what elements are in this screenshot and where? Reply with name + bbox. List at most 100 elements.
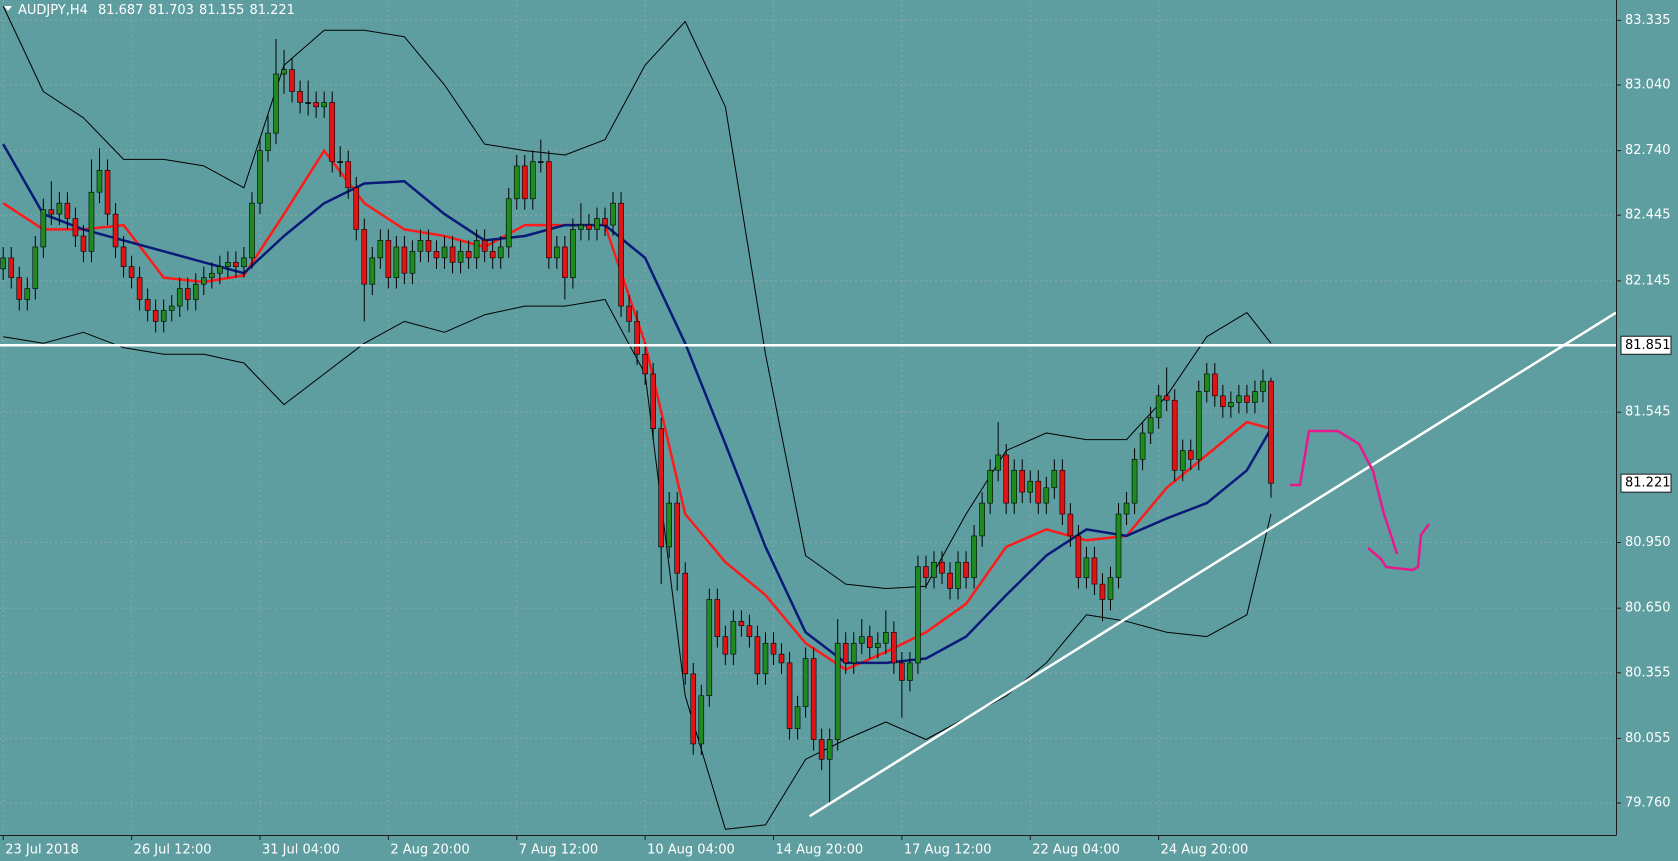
candle-body <box>706 599 713 697</box>
last-price-label: 81.221 <box>1625 476 1671 491</box>
candle-body <box>329 102 335 162</box>
last-close: 81.221 <box>249 3 295 18</box>
candle-body <box>698 695 705 745</box>
x-tick-label: 23 Jul 2018 <box>5 843 79 858</box>
candle-body <box>433 251 440 259</box>
candle-body <box>1187 450 1194 460</box>
candle-body <box>297 91 303 103</box>
x-tick-label: 31 Jul 04:00 <box>262 843 340 858</box>
candle-body <box>1147 417 1154 434</box>
y-tick-label: 80.650 <box>1625 601 1671 616</box>
candle-body <box>96 170 103 193</box>
candle-body <box>642 353 648 375</box>
candle-body <box>1059 469 1066 515</box>
candle-body <box>899 662 905 681</box>
candle-body <box>971 535 977 578</box>
candle-body <box>658 428 664 548</box>
candle-body <box>409 251 416 274</box>
candle-body <box>810 658 817 740</box>
candle-body <box>192 283 199 300</box>
candle-body <box>32 246 39 289</box>
candle-body <box>513 165 520 200</box>
candle-body <box>891 631 897 664</box>
candle-body <box>674 502 681 574</box>
candle-body <box>1043 487 1050 504</box>
candle-body <box>48 209 55 215</box>
last-high: 81.703 <box>148 3 194 18</box>
candle-body <box>578 224 584 230</box>
candle-body <box>369 257 376 285</box>
candle-body <box>144 299 151 311</box>
candle-body <box>88 191 95 252</box>
candle-body <box>417 240 424 252</box>
price-label-box <box>1620 335 1672 355</box>
candle-body <box>225 261 231 267</box>
x-tick-label: 10 Aug 04:00 <box>647 843 735 858</box>
candle-body <box>730 621 737 655</box>
candle-body <box>562 246 568 278</box>
candle-body <box>875 642 881 648</box>
candle-body <box>650 373 656 429</box>
candle-body <box>112 213 119 248</box>
candle-body <box>521 165 528 200</box>
candle-body <box>281 69 287 75</box>
candle-body <box>1091 557 1098 585</box>
candle-body <box>64 202 71 219</box>
candle-body <box>128 266 135 278</box>
bollinger-band <box>2 5 1272 589</box>
candle-body <box>465 251 472 259</box>
candle-body <box>818 739 825 760</box>
candle-body <box>104 170 111 215</box>
candle-body <box>714 599 721 637</box>
candle-body <box>618 202 624 307</box>
candle-body <box>907 662 913 681</box>
y-tick-label: 80.055 <box>1625 731 1671 746</box>
x-tick-label: 22 Aug 04:00 <box>1032 843 1120 858</box>
price-label: 81.851 <box>1625 338 1671 353</box>
candle-body <box>1011 469 1018 504</box>
last-open: 81.687 <box>98 3 144 18</box>
candle-body <box>666 502 672 548</box>
candle-body <box>546 161 552 259</box>
candle-body <box>602 218 608 226</box>
candle-body <box>570 229 576 278</box>
candle-body <box>931 561 937 578</box>
candle-body <box>361 229 368 285</box>
candle-body <box>217 266 223 274</box>
candle-body <box>56 202 63 215</box>
y-tick-label: 82.740 <box>1625 143 1671 158</box>
candle-body <box>1019 469 1026 493</box>
candle-body <box>1051 469 1058 489</box>
candle-body <box>160 310 167 322</box>
candle-body <box>24 288 31 300</box>
candle-body <box>345 161 352 189</box>
y-tick-label: 82.145 <box>1625 273 1671 288</box>
x-tick-label: 14 Aug 20:00 <box>775 843 863 858</box>
candle-body <box>1228 402 1234 408</box>
candle-body <box>995 454 1001 471</box>
trendline <box>808 311 1617 818</box>
candle-body <box>754 636 761 675</box>
candle-body <box>481 240 488 252</box>
candle-body <box>120 246 127 267</box>
candle-body <box>337 161 344 163</box>
y-tick-label: 82.445 <box>1625 208 1671 223</box>
y-tick-label: 81.545 <box>1625 405 1671 420</box>
candle-body <box>1115 513 1122 578</box>
menu-triangle[interactable] <box>4 6 12 11</box>
candle-body <box>0 257 7 270</box>
candle-body <box>8 257 15 278</box>
candle-body <box>241 257 247 267</box>
candle-body <box>1123 502 1130 515</box>
candle-body <box>1027 480 1034 493</box>
candle-body <box>305 102 311 104</box>
candle-body <box>289 69 295 92</box>
x-tick-label: 2 Aug 20:00 <box>390 843 469 858</box>
candle-body <box>1163 395 1170 401</box>
candle-body <box>939 561 945 574</box>
candle-body <box>1003 454 1009 504</box>
candle-body <box>273 73 279 134</box>
candle-body <box>401 246 408 274</box>
candle-body <box>1203 373 1210 392</box>
